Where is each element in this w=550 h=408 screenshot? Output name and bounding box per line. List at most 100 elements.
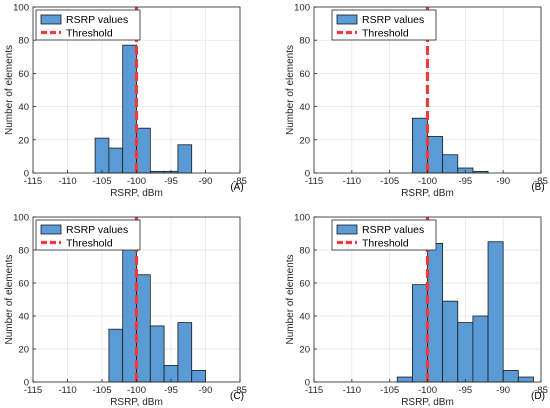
- legend: RSRP values Threshold: [35, 9, 141, 41]
- y-tick-label: 60: [299, 279, 310, 290]
- x-tick-label: -105: [92, 385, 111, 396]
- y-tick-label: 0: [305, 378, 310, 389]
- histogram-bar: [487, 241, 504, 383]
- histogram-bar: [427, 136, 444, 174]
- x-tick-label: -110: [58, 385, 76, 396]
- x-tick-label: -95: [458, 176, 472, 187]
- x-tick-label: -100: [418, 176, 437, 187]
- panel-a: -115 -110 -105 -100 -95 -90 -85 0 20 40 60 80 100 RSR…: [4, 3, 247, 200]
- histogram-bar: [396, 376, 413, 383]
- panel-label: (D): [531, 391, 545, 402]
- x-tick-label: -110: [343, 176, 361, 187]
- y-tick-label: 80: [18, 36, 29, 47]
- panel-d: -115 -110 -105 -100 -95 -90 -85 0 20 40 60 80 100 RSR…: [285, 213, 548, 408]
- y-tick-label: 100: [294, 213, 310, 224]
- y-axis-label: Number of elements: [4, 45, 15, 135]
- x-tick-label: -115: [24, 176, 42, 187]
- x-tick-label: -95: [458, 385, 472, 396]
- x-tick-label: -85: [534, 176, 548, 187]
- y-tick-label: 80: [18, 246, 29, 257]
- y-tick-label: 100: [294, 3, 310, 14]
- x-tick-label: -115: [24, 385, 42, 396]
- histogram-bar: [457, 322, 474, 383]
- x-tick-label: -105: [380, 176, 399, 187]
- histogram-bar: [427, 242, 444, 383]
- y-tick-label: 0: [24, 378, 29, 389]
- y-tick-label: 100: [13, 3, 29, 14]
- x-tick-label: -105: [92, 176, 111, 187]
- histogram-bar: [191, 370, 206, 383]
- y-axis-label: Number of elements: [285, 254, 296, 344]
- x-axis-label: RSRP, dBm: [401, 397, 454, 408]
- histogram-bar: [177, 144, 193, 174]
- legend: RSRP values Threshold: [331, 219, 437, 251]
- x-tick-label: -110: [58, 176, 76, 187]
- legend-label-rsrp: RSRP values: [66, 14, 128, 26]
- y-tick-label: 60: [18, 279, 29, 290]
- y-tick-label: 0: [24, 169, 29, 180]
- y-tick-label: 40: [299, 102, 310, 113]
- x-tick-label: -90: [496, 176, 510, 187]
- y-tick-label: 40: [299, 312, 310, 323]
- histogram-bar: [177, 322, 193, 383]
- histogram-bar: [122, 44, 137, 174]
- x-tick-label: -100: [127, 385, 146, 396]
- x-tick-label: -90: [496, 385, 510, 396]
- x-tick-label: -100: [127, 176, 146, 187]
- x-tick-label: -110: [343, 385, 361, 396]
- x-tick-label: -115: [305, 176, 323, 187]
- legend-label-threshold: Threshold: [362, 238, 409, 250]
- y-tick-label: 20: [18, 135, 29, 146]
- y-tick-label: 40: [18, 312, 29, 323]
- x-tick-label: -95: [164, 176, 178, 187]
- x-tick-label: -85: [534, 385, 548, 396]
- y-tick-label: 60: [299, 69, 310, 80]
- x-axis-label: RSRP, dBm: [110, 188, 163, 199]
- legend: RSRP values Threshold: [331, 9, 437, 41]
- y-tick-label: 20: [18, 345, 29, 356]
- legend-label-rsrp: RSRP values: [362, 224, 424, 236]
- legend-label-rsrp: RSRP values: [362, 14, 424, 26]
- histogram-bar: [136, 127, 151, 174]
- legend-label-rsrp: RSRP values: [66, 224, 128, 236]
- y-tick-label: 60: [18, 69, 29, 80]
- x-tick-label: -95: [164, 385, 178, 396]
- legend-swatch-bars: [40, 14, 62, 25]
- histogram-bar: [411, 117, 428, 174]
- x-tick-label: -115: [305, 385, 323, 396]
- x-axis-label: RSRP, dBm: [401, 188, 454, 199]
- y-axis-label: Number of elements: [4, 254, 15, 344]
- y-tick-label: 40: [18, 102, 29, 113]
- panel-label: (A): [230, 182, 243, 193]
- histogram-bar: [136, 274, 151, 383]
- panel-label: (C): [230, 391, 244, 402]
- histogram-bar: [122, 228, 137, 383]
- y-tick-label: 100: [13, 213, 29, 224]
- legend: RSRP values Threshold: [35, 219, 141, 251]
- histogram-bar: [108, 328, 124, 383]
- legend-label-threshold: Threshold: [66, 28, 113, 40]
- y-tick-label: 0: [305, 169, 310, 180]
- legend-label-threshold: Threshold: [66, 238, 113, 250]
- y-tick-label: 20: [299, 345, 310, 356]
- histogram-bar: [517, 376, 534, 383]
- x-tick-label: -90: [199, 176, 213, 187]
- histogram-bar: [502, 370, 519, 383]
- y-axis-label: Number of elements: [285, 45, 296, 135]
- x-tick-label: -105: [380, 385, 399, 396]
- x-tick-label: -85: [233, 385, 247, 396]
- histogram-bar: [94, 137, 110, 174]
- panel-b: -115 -110 -105 -100 -95 -90 -85 0 20 40 60 80 100 RSR…: [285, 3, 548, 200]
- histogram-bar: [149, 325, 165, 383]
- x-tick-label: -100: [418, 385, 437, 396]
- legend-swatch-bars: [336, 224, 358, 235]
- x-tick-label: -85: [233, 176, 247, 187]
- legend-swatch-bars: [40, 224, 62, 235]
- histogram-bar: [411, 284, 428, 383]
- legend-label-threshold: Threshold: [362, 28, 409, 40]
- histogram-bar: [108, 147, 124, 174]
- x-axis-label: RSRP, dBm: [110, 397, 163, 408]
- legend-swatch-bars: [336, 14, 358, 25]
- y-tick-label: 80: [299, 36, 310, 47]
